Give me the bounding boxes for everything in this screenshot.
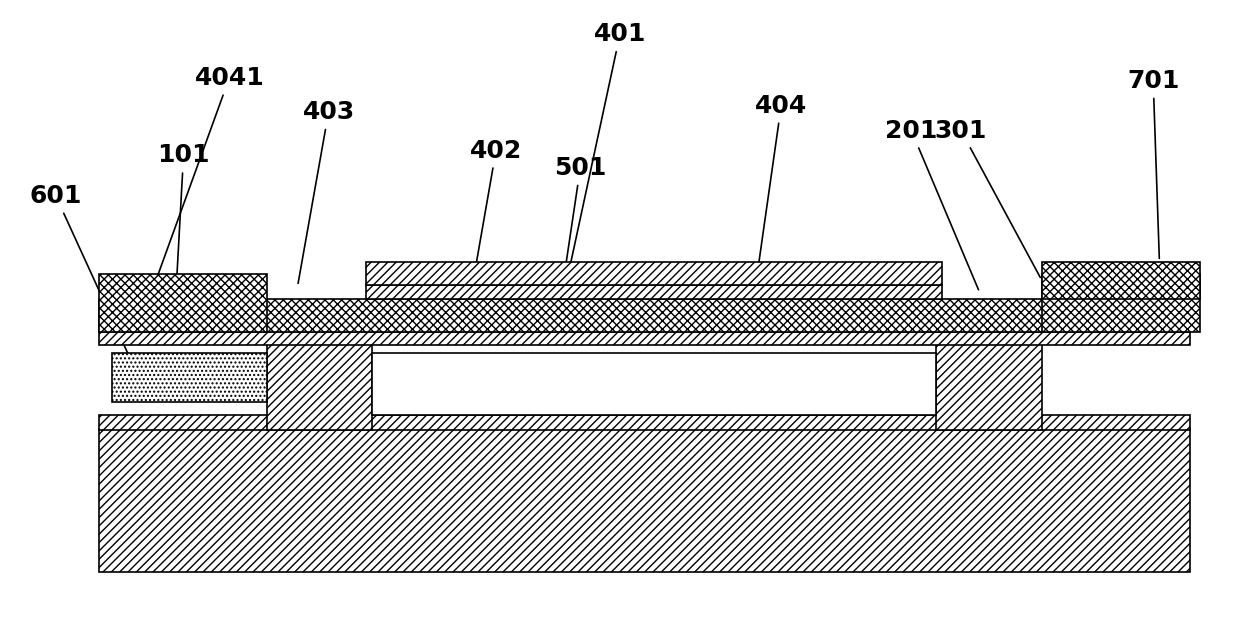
Text: 4041: 4041 — [144, 66, 264, 315]
Bar — [366, 285, 942, 299]
Bar — [1042, 274, 1200, 332]
Bar — [267, 340, 372, 430]
Text: 404: 404 — [755, 94, 807, 277]
Bar — [112, 353, 267, 402]
Bar — [99, 415, 1190, 430]
Text: 402: 402 — [470, 139, 522, 290]
Bar — [1042, 262, 1200, 299]
Bar — [99, 429, 1190, 572]
Bar — [99, 332, 1190, 345]
Text: 401: 401 — [570, 22, 646, 262]
Text: 101: 101 — [157, 144, 210, 333]
Text: 701: 701 — [1127, 69, 1179, 259]
Bar — [936, 340, 1042, 430]
Bar — [99, 299, 1190, 332]
Bar — [366, 262, 942, 285]
Text: 201: 201 — [885, 119, 978, 290]
Text: 403: 403 — [298, 100, 355, 284]
Text: 301: 301 — [935, 119, 1040, 277]
Text: 501: 501 — [554, 156, 606, 315]
Bar — [372, 353, 936, 415]
Bar — [99, 274, 267, 332]
Text: 601: 601 — [30, 184, 141, 383]
